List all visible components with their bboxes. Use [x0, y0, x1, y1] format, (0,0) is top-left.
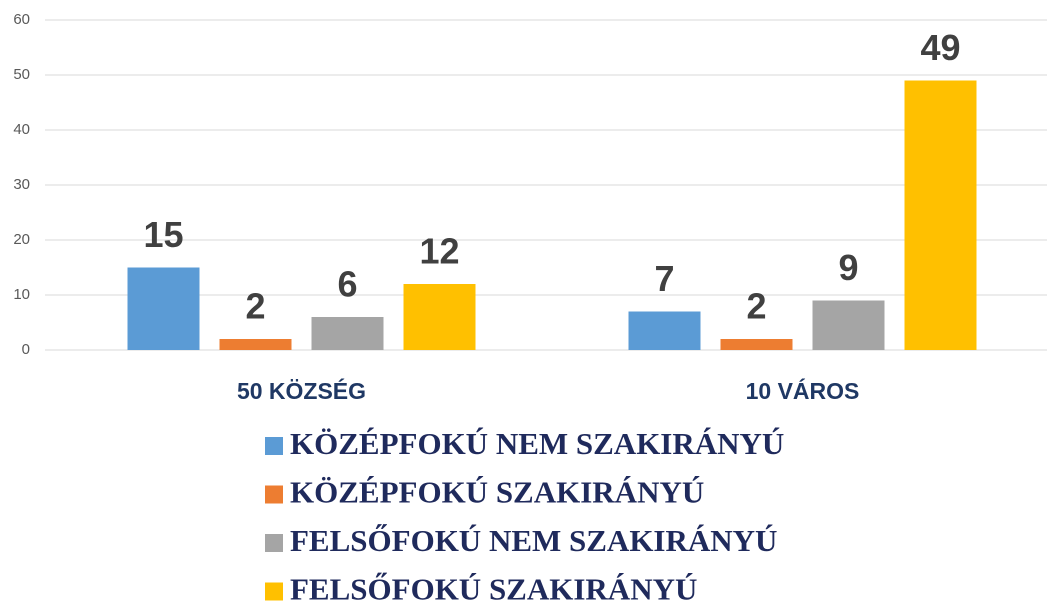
data-label: 12	[419, 231, 459, 272]
x-tick-label: 10 VÁROS	[746, 377, 860, 404]
legend-swatch	[265, 582, 283, 601]
y-tick-label: 10	[13, 286, 30, 303]
bar	[127, 267, 200, 350]
data-label: 15	[143, 214, 183, 255]
bar	[904, 80, 977, 350]
legend-swatch	[265, 437, 283, 455]
y-tick-label: 40	[13, 121, 30, 138]
bar	[311, 317, 384, 350]
y-tick-label: 50	[13, 66, 30, 83]
bar	[812, 300, 885, 350]
legend-swatch	[265, 534, 283, 552]
data-label: 9	[838, 247, 858, 288]
bar	[219, 339, 292, 350]
legend-label: FELSŐFOKÚ NEM SZAKIRÁNYÚ	[290, 523, 777, 558]
x-tick-label: 50 KÖZSÉG	[237, 377, 366, 404]
data-label: 7	[654, 258, 674, 299]
bar	[720, 339, 793, 350]
y-tick-label: 30	[13, 176, 30, 193]
y-tick-label: 60	[13, 11, 30, 28]
data-label: 49	[920, 27, 960, 68]
bar	[403, 284, 476, 350]
data-label: 2	[746, 286, 766, 327]
data-label: 2	[245, 286, 265, 327]
legend-label: KÖZÉPFOKÚ NEM SZAKIRÁNYÚ	[290, 426, 784, 461]
y-tick-label: 0	[22, 341, 30, 358]
data-label: 6	[337, 264, 357, 305]
legend-label: FELSŐFOKÚ SZAKIRÁNYÚ	[290, 572, 697, 601]
bar	[628, 311, 701, 350]
legend-swatch	[265, 485, 283, 504]
y-tick-label: 20	[13, 231, 30, 248]
legend-label: KÖZÉPFOKÚ SZAKIRÁNYÚ	[290, 475, 704, 510]
